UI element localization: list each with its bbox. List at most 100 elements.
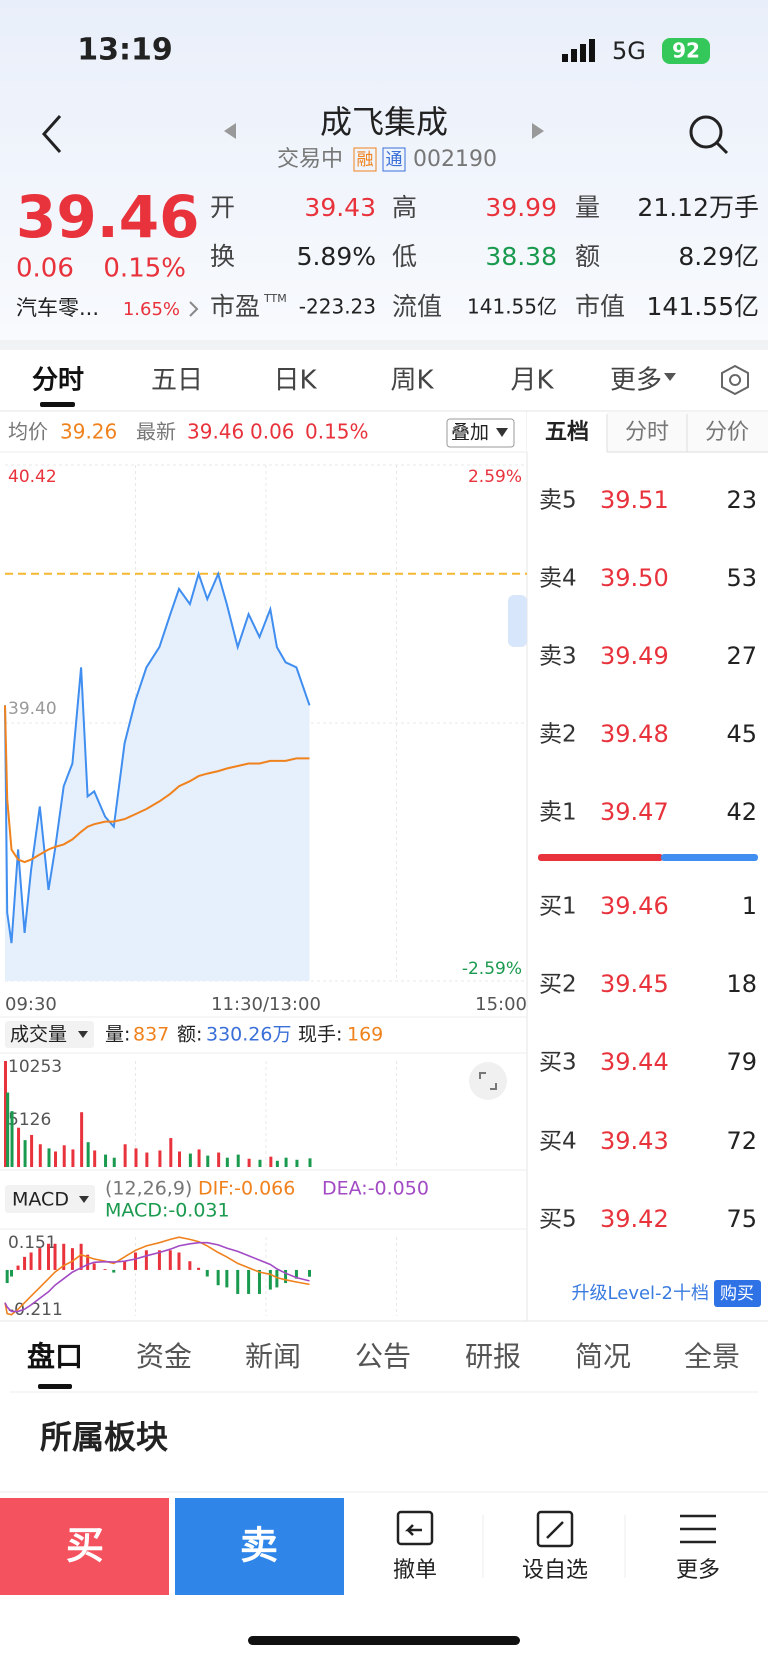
book-price: 39.47	[600, 798, 669, 826]
section-title: 所属板块	[40, 1418, 168, 1456]
stat-label: 换	[210, 242, 235, 271]
info-tab[interactable]: 简况	[575, 1340, 631, 1373]
info-tab[interactable]: 新闻	[245, 1340, 301, 1373]
side-handle[interactable]	[508, 595, 527, 647]
sell-action[interactable]	[175, 1498, 344, 1595]
avg-label: 均价	[8, 420, 48, 444]
info-tab[interactable]: 盘口	[27, 1340, 83, 1373]
overlay-label: 叠加	[451, 422, 489, 444]
chart-tab[interactable]: 分时	[32, 366, 84, 396]
y2-tick-label: 2.59%	[468, 467, 522, 487]
stat-value: 39.43	[304, 193, 376, 222]
volume-bar	[169, 1138, 173, 1167]
macd-bar	[92, 1263, 96, 1270]
prev-stock[interactable]	[224, 123, 236, 139]
info-tab[interactable]: 公告	[355, 1340, 411, 1373]
macd-bar	[38, 1248, 42, 1270]
action-label[interactable]: 设自选	[522, 1558, 588, 1583]
divider	[0, 340, 768, 350]
overlay-button[interactable]	[446, 418, 515, 448]
next-stock[interactable]	[532, 123, 544, 139]
macd-bar	[70, 1248, 74, 1270]
volume-bar	[145, 1152, 149, 1167]
tab-underline	[38, 1384, 72, 1389]
chart-tab[interactable]: 月K	[510, 366, 554, 396]
macd-bar	[123, 1261, 127, 1270]
chart-tab[interactable]: 日K	[273, 366, 317, 396]
back-button[interactable]	[41, 115, 62, 153]
macd-bar	[53, 1243, 57, 1270]
volume-bar	[178, 1151, 181, 1167]
change-pct: 0.15%	[103, 254, 186, 284]
order-tab[interactable]: 分时	[625, 420, 669, 445]
chart-tab[interactable]: 更多	[610, 366, 662, 396]
buy-button[interactable]	[714, 1280, 761, 1307]
indicator-selector[interactable]	[5, 1185, 95, 1213]
stock-code: 002190	[413, 147, 497, 172]
action-label[interactable]: 更多	[676, 1558, 720, 1583]
y-tick-label: 0.151	[8, 1233, 57, 1253]
order-tab[interactable]: 五档	[545, 420, 589, 445]
stat-value: 38.38	[485, 242, 557, 271]
book-label: 卖4	[539, 566, 577, 592]
vol-value: 837	[133, 1024, 169, 1046]
stat-label: 低	[392, 242, 417, 271]
upgrade-link[interactable]: 升级Level-2十档	[572, 1283, 709, 1304]
volume-bar	[112, 1157, 116, 1167]
book-volume: 72	[726, 1127, 757, 1155]
info-tab[interactable]: 全景	[684, 1340, 740, 1373]
clock: 13:19	[77, 33, 173, 68]
info-tab[interactable]: 资金	[136, 1340, 192, 1373]
dif-line	[4, 1236, 310, 1316]
stat-label-sup: TTM	[263, 292, 287, 305]
macd-bar	[268, 1269, 272, 1290]
macd-bar	[86, 1254, 90, 1270]
book-volume: 18	[726, 970, 757, 998]
buy-action[interactable]	[0, 1498, 169, 1595]
macd-bar	[225, 1269, 229, 1288]
stat-label: 流值	[392, 292, 442, 321]
stat-value: 5.89%	[297, 242, 376, 271]
price-area	[5, 573, 310, 981]
macd-bar	[236, 1269, 240, 1294]
macd-bar	[79, 1243, 83, 1270]
expand-button[interactable]	[469, 1062, 507, 1100]
stat-label: 市盈	[210, 292, 260, 321]
macd-bar	[197, 1267, 201, 1270]
search-button[interactable]	[689, 115, 729, 155]
settings-icon[interactable]	[721, 364, 749, 396]
volume-bar	[158, 1150, 162, 1167]
volume-bar	[247, 1158, 251, 1167]
vol-label: 量:	[105, 1024, 130, 1046]
book-price: 39.49	[600, 642, 669, 670]
amount-label: 额:	[177, 1024, 202, 1046]
macd-value: MACD:-0.031	[105, 1200, 230, 1222]
order-tab[interactable]: 分价	[705, 420, 749, 445]
volume-bar	[206, 1155, 210, 1167]
top-background	[0, 0, 768, 340]
action-label[interactable]: 撤单	[393, 1558, 437, 1583]
volume-bar	[197, 1149, 201, 1167]
volume-bar	[225, 1157, 229, 1167]
macd-bar	[247, 1269, 251, 1294]
macd-bar	[168, 1250, 172, 1270]
dea-value: DEA:-0.050	[322, 1178, 429, 1200]
amount-value: 330.26万	[206, 1024, 291, 1046]
action-icons	[396, 1510, 716, 1548]
x-tick-label: 11:30/13:00	[211, 994, 321, 1015]
volume-bar	[258, 1159, 262, 1167]
book-price: 39.45	[600, 970, 669, 998]
chart-tab[interactable]: 周K	[390, 366, 434, 396]
sector-arrow[interactable]	[189, 301, 199, 317]
chart-tab[interactable]: 五日	[151, 366, 203, 396]
book-price: 39.48	[600, 720, 669, 748]
volume-bar	[269, 1156, 273, 1167]
book-volume: 1	[742, 892, 757, 920]
macd-params: (12,26,9)	[105, 1178, 192, 1200]
dropdown-arrow	[79, 1196, 89, 1203]
volume-selector[interactable]	[5, 1021, 94, 1048]
macd-bar	[103, 1269, 107, 1270]
info-tab[interactable]: 研报	[465, 1340, 521, 1373]
